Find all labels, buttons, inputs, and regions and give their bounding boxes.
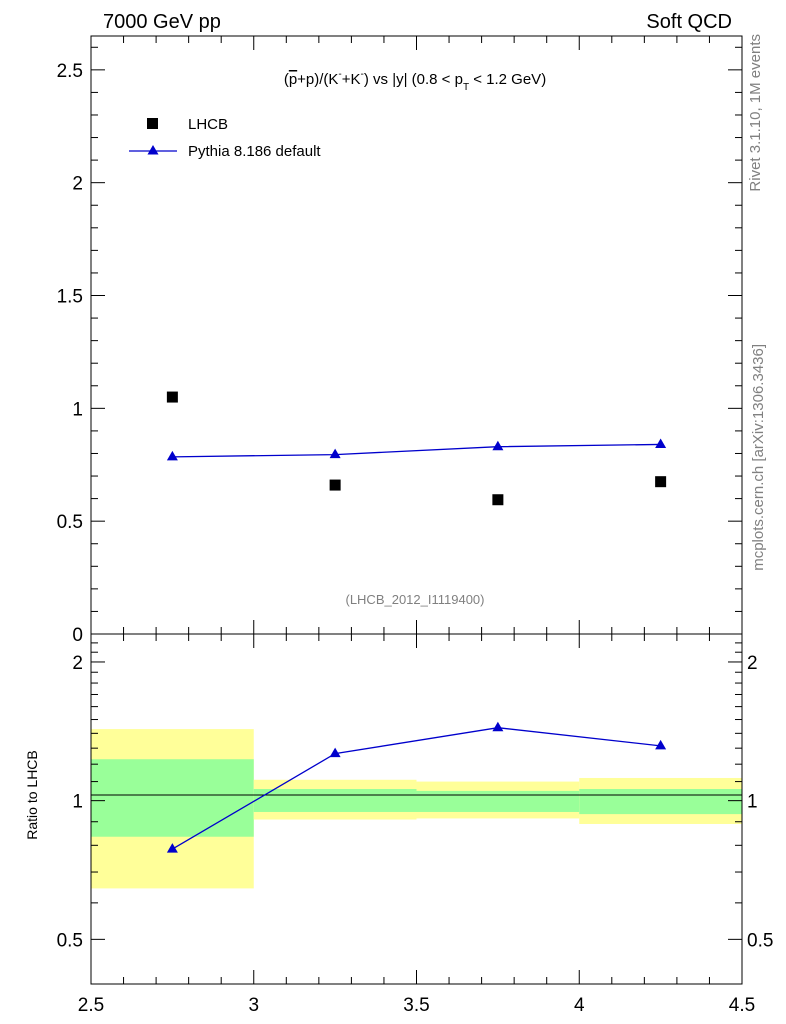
legend-pythia-marker (147, 145, 159, 155)
pythia-point (329, 448, 341, 459)
category-label: Soft QCD (646, 11, 732, 33)
ratio-ytick-label-left: 1 (72, 792, 83, 813)
main-ytick-label: 0 (72, 625, 83, 646)
ratio-xtick-label: 4.5 (729, 995, 755, 1016)
ratio-xtick-label: 3.5 (403, 995, 429, 1016)
ratio-pythia-point (166, 843, 178, 853)
main-title: (p+p)/(K-+K-) vs |y| (0.8 < pT < 1.2 GeV… (284, 69, 546, 93)
main-ytick-label: 1.5 (57, 287, 83, 308)
ratio-ytick-label-right: 1 (747, 792, 758, 813)
lhcb-point (166, 391, 178, 403)
pythia-line (172, 443, 661, 458)
energy-label: 7000 GeV pp (103, 11, 221, 33)
ratio-stat-band (253, 788, 417, 812)
main-marks (166, 391, 667, 506)
legend-lhcb-marker (147, 118, 158, 129)
lhcb-point (329, 479, 341, 491)
main-axes: 0 0.5 1 1.5 2 2.5 (57, 36, 743, 646)
ratio-xtick-label: 2.5 (78, 995, 104, 1016)
ratio-pythia-point (492, 721, 504, 732)
pythia-point (655, 438, 667, 448)
ratio-stat-band (91, 759, 254, 837)
ratio-xtick-label: 4 (574, 995, 585, 1016)
pythia-point (166, 450, 178, 461)
ratio-ytick-label-right: 2 (747, 653, 758, 674)
legend-pythia-label: Pythia 8.186 default (188, 143, 321, 160)
ratio-marks (166, 721, 667, 853)
main-ytick-label: 1 (72, 399, 83, 420)
ratio-ytick-label-right: 0.5 (747, 930, 773, 951)
ratio-stat-band (416, 790, 580, 812)
main-ytick-label: 2.5 (57, 61, 83, 82)
main-ytick-label: 0.5 (57, 512, 83, 533)
ratio-xtick-label: 3 (248, 995, 259, 1016)
lhcb-point (655, 476, 667, 488)
main-ytick-label: 2 (72, 174, 83, 195)
ratio-ylabel: Ratio to LHCB (24, 750, 40, 839)
legend: LHCB Pythia 8.186 default (129, 116, 321, 160)
legend-lhcb-label: LHCB (188, 116, 228, 133)
ratio-axes: 0.5 0.5 1 1 2 2 2.5 3 3.5 4 4.5 (57, 634, 773, 1016)
ratio-ytick-label-left: 2 (72, 653, 83, 674)
ratio-pythia-point (655, 739, 667, 750)
mcplots-label: mcplots.cern.ch [arXiv:1306.3436] (750, 344, 767, 571)
main-panel: (p+p)/(K-+K-) vs |y| (0.8 < pT < 1.2 GeV… (57, 35, 743, 646)
lhcb-point (492, 494, 504, 506)
pythia-point (492, 440, 504, 451)
ratio-panel: Ratio to LHCB 0.5 0.5 1 1 2 2 2.5 3 3.5 4 4.5 (24, 633, 773, 1016)
analysis-watermark: (LHCB_2012_I1119400) (345, 592, 484, 607)
ratio-stat-band (579, 788, 742, 815)
ratio-bands (91, 729, 742, 889)
ratio-pythia-point (329, 747, 341, 758)
ratio-ytick-label-left: 0.5 (57, 930, 83, 951)
ratio-pythia-line (172, 727, 661, 850)
rivet-label: Rivet 3.1.10, 1M events (747, 34, 764, 192)
